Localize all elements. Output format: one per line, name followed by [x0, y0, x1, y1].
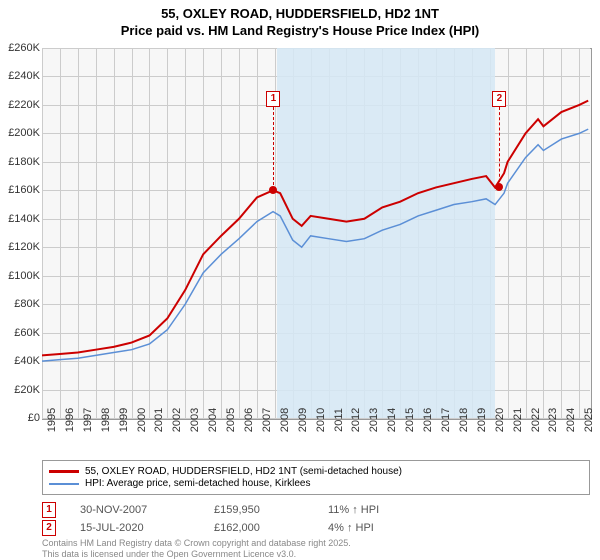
ytick-label: £200K [2, 127, 40, 139]
xtick-label: 2005 [225, 408, 237, 432]
footer-line1: Contains HM Land Registry data © Crown c… [42, 538, 351, 549]
xtick-label: 2004 [207, 408, 219, 432]
xtick-label: 2013 [368, 408, 380, 432]
sales-price: £159,950 [214, 504, 304, 516]
xtick-label: 2009 [297, 408, 309, 432]
sales-price: £162,000 [214, 522, 304, 534]
xtick-label: 2020 [494, 408, 506, 432]
sales-row: 1 30-NOV-2007 £159,950 11% ↑ HPI [42, 502, 590, 518]
ytick-label: £260K [2, 42, 40, 54]
xtick-label: 2008 [279, 408, 291, 432]
ytick-label: £20K [2, 384, 40, 396]
ytick-label: £0 [2, 412, 40, 424]
sales-marker-1: 1 [42, 502, 56, 518]
title-line1: 55, OXLEY ROAD, HUDDERSFIELD, HD2 1NT [0, 0, 600, 23]
title-line2: Price paid vs. HM Land Registry's House … [0, 23, 600, 38]
ytick-label: £160K [2, 184, 40, 196]
xtick-label: 2011 [333, 408, 345, 432]
xtick-label: 2015 [404, 408, 416, 432]
chart-container: 55, OXLEY ROAD, HUDDERSFIELD, HD2 1NT Pr… [0, 0, 600, 560]
legend: 55, OXLEY ROAD, HUDDERSFIELD, HD2 1NT (s… [42, 460, 590, 495]
footer: Contains HM Land Registry data © Crown c… [42, 538, 351, 560]
xtick-label: 2010 [315, 408, 327, 432]
xtick-label: 2023 [547, 408, 559, 432]
sales-table: 1 30-NOV-2007 £159,950 11% ↑ HPI 2 15-JU… [42, 500, 590, 538]
legend-row: HPI: Average price, semi-detached house,… [49, 478, 583, 489]
xtick-label: 1998 [100, 408, 112, 432]
xtick-label: 2018 [458, 408, 470, 432]
xtick-label: 2002 [171, 408, 183, 432]
ytick-label: £220K [2, 99, 40, 111]
sales-pct: 11% ↑ HPI [328, 504, 418, 516]
legend-swatch [49, 483, 79, 485]
ytick-label: £180K [2, 156, 40, 168]
xtick-label: 2024 [565, 408, 577, 432]
xtick-label: 2003 [189, 408, 201, 432]
legend-label: HPI: Average price, semi-detached house,… [85, 478, 311, 489]
legend-label: 55, OXLEY ROAD, HUDDERSFIELD, HD2 1NT (s… [85, 466, 402, 477]
ytick-label: £100K [2, 270, 40, 282]
marker-line [273, 107, 274, 191]
ytick-label: £60K [2, 327, 40, 339]
xtick-label: 2022 [530, 408, 542, 432]
xtick-label: 2017 [440, 408, 452, 432]
xtick-label: 2014 [386, 408, 398, 432]
xtick-label: 1997 [82, 408, 94, 432]
sales-pct: 4% ↑ HPI [328, 522, 418, 534]
ytick-label: £140K [2, 213, 40, 225]
footer-line2: This data is licensed under the Open Gov… [42, 549, 351, 560]
legend-row: 55, OXLEY ROAD, HUDDERSFIELD, HD2 1NT (s… [49, 466, 583, 477]
xtick-label: 2000 [136, 408, 148, 432]
xtick-label: 2025 [583, 408, 595, 432]
legend-swatch [49, 470, 79, 473]
xtick-label: 2021 [512, 408, 524, 432]
xtick-label: 1996 [64, 408, 76, 432]
sales-date: 15-JUL-2020 [80, 522, 190, 534]
marker-box-2: 2 [492, 91, 506, 107]
xtick-label: 2001 [153, 408, 165, 432]
marker-line [499, 107, 500, 188]
xtick-label: 2012 [350, 408, 362, 432]
ytick-label: £40K [2, 355, 40, 367]
xtick-label: 2016 [422, 408, 434, 432]
sales-row: 2 15-JUL-2020 £162,000 4% ↑ HPI [42, 520, 590, 536]
xtick-label: 2019 [476, 408, 488, 432]
ytick-label: £120K [2, 241, 40, 253]
sale-dot-1 [269, 186, 277, 194]
ytick-label: £240K [2, 70, 40, 82]
marker-box-1: 1 [266, 91, 280, 107]
xtick-label: 1995 [46, 408, 58, 432]
xtick-label: 1999 [118, 408, 130, 432]
sales-marker-2: 2 [42, 520, 56, 536]
ytick-label: £80K [2, 298, 40, 310]
xtick-label: 2006 [243, 408, 255, 432]
xtick-label: 2007 [261, 408, 273, 432]
sales-date: 30-NOV-2007 [80, 504, 190, 516]
sale-dot-2 [495, 183, 503, 191]
